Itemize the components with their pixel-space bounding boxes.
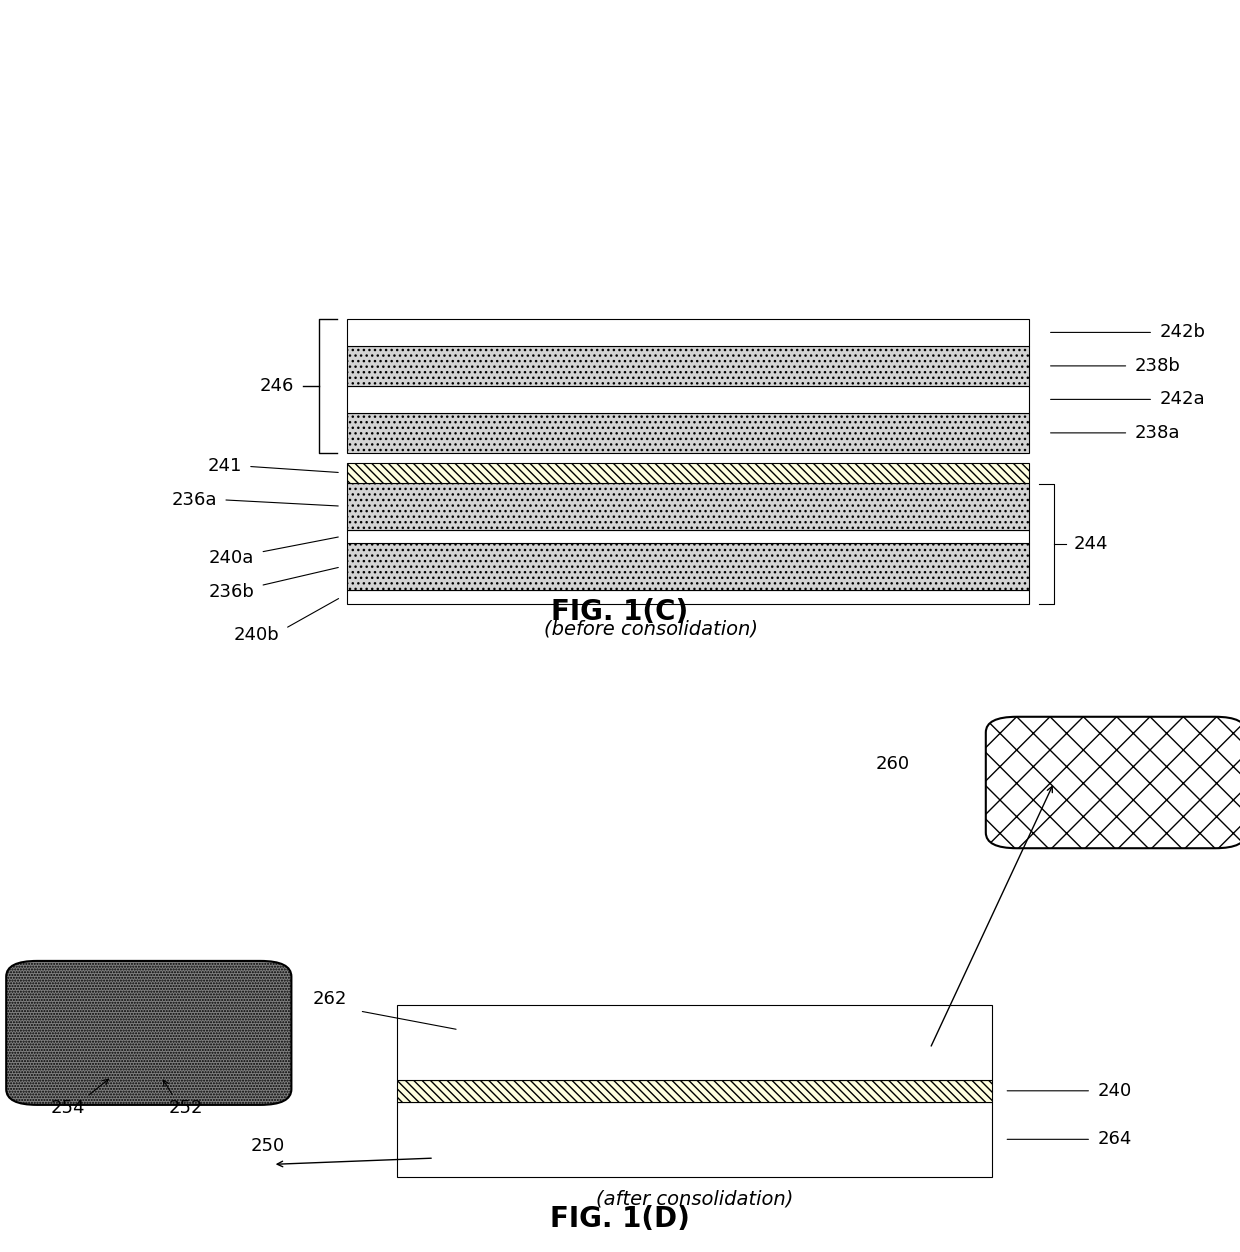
FancyBboxPatch shape: [347, 413, 1029, 453]
Text: FIG. 1(C): FIG. 1(C): [552, 598, 688, 626]
Text: (before consolidation): (before consolidation): [544, 620, 758, 639]
Text: 254: 254: [51, 1099, 86, 1117]
FancyBboxPatch shape: [347, 530, 1029, 543]
Text: 240: 240: [1097, 1082, 1132, 1099]
Text: 242a: 242a: [1159, 391, 1205, 408]
Text: 250: 250: [250, 1137, 285, 1154]
Text: 236b: 236b: [208, 583, 254, 601]
Text: 240b: 240b: [233, 626, 279, 644]
Text: 242b: 242b: [1159, 323, 1205, 342]
Text: FIG. 1(D): FIG. 1(D): [551, 1206, 689, 1233]
FancyBboxPatch shape: [347, 591, 1029, 605]
FancyBboxPatch shape: [347, 543, 1029, 591]
Text: 240a: 240a: [208, 550, 254, 567]
FancyBboxPatch shape: [397, 1079, 992, 1102]
FancyBboxPatch shape: [347, 386, 1029, 413]
FancyBboxPatch shape: [397, 1102, 992, 1177]
Text: 238a: 238a: [1135, 424, 1180, 442]
Text: 262: 262: [312, 990, 347, 1008]
Text: 264: 264: [1097, 1131, 1132, 1148]
FancyBboxPatch shape: [986, 716, 1240, 849]
FancyBboxPatch shape: [347, 463, 1029, 482]
Text: 241: 241: [207, 457, 242, 476]
FancyBboxPatch shape: [347, 319, 1029, 346]
Text: 252: 252: [169, 1099, 203, 1117]
FancyBboxPatch shape: [347, 346, 1029, 386]
FancyBboxPatch shape: [6, 962, 291, 1104]
Text: 260: 260: [875, 755, 910, 772]
FancyBboxPatch shape: [347, 482, 1029, 530]
Text: 246: 246: [259, 377, 294, 396]
Text: 244: 244: [1074, 535, 1109, 553]
Text: (after consolidation): (after consolidation): [595, 1189, 794, 1208]
Text: 238b: 238b: [1135, 357, 1180, 374]
FancyBboxPatch shape: [397, 1004, 992, 1079]
Text: 236a: 236a: [171, 491, 217, 508]
